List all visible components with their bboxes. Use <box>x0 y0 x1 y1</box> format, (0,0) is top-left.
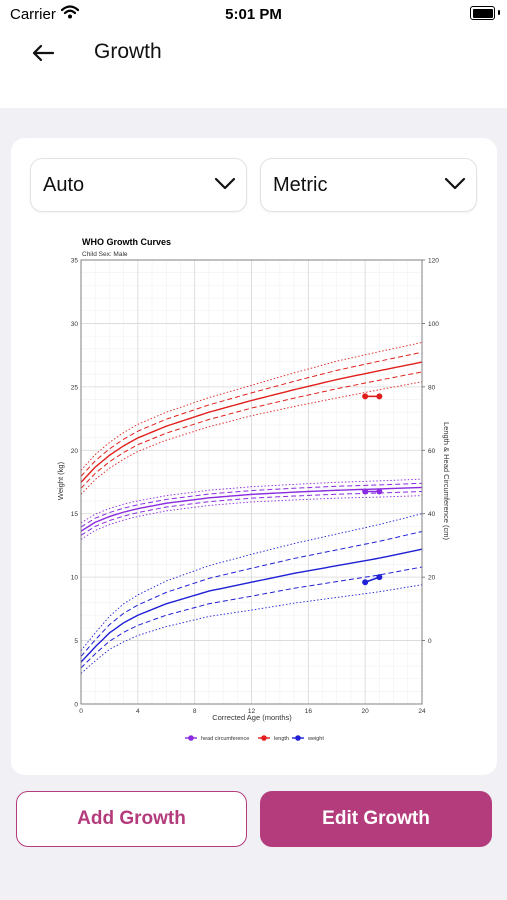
edit-growth-button[interactable]: Edit Growth <box>260 791 492 847</box>
legend-label: head circumference <box>201 736 249 742</box>
weight-reference-curve <box>80 548 423 663</box>
legend-swatch-marker <box>295 735 301 741</box>
length-data-point <box>376 393 383 400</box>
nav-bar: Growth <box>0 30 507 108</box>
chart-mode-select[interactable]: Auto <box>30 158 247 212</box>
y-tick-label: 35 <box>71 258 79 265</box>
clock: 5:01 PM <box>225 6 282 23</box>
length-reference-curve <box>80 342 423 471</box>
y2-axis-label: Length & Head Circumference (cm) <box>442 422 451 540</box>
x-tick-label: 0 <box>79 708 83 715</box>
length-reference-curve <box>80 371 423 489</box>
chart-measurements <box>362 393 383 586</box>
chart-grid <box>80 259 423 705</box>
legend-label: weight <box>307 736 324 742</box>
wifi-icon <box>60 5 80 24</box>
y2-tick-label: 0 <box>428 638 432 645</box>
y-tick-label: 10 <box>71 575 79 582</box>
chart-mode-value: Auto <box>43 174 85 196</box>
battery-icon <box>470 6 495 20</box>
legend-label: length <box>274 736 289 742</box>
head-circumference-reference-curve <box>80 478 423 524</box>
head-circumference-data-point <box>376 488 383 495</box>
head-circumference-reference-curve <box>80 482 423 528</box>
y-axis-label: Weight (kg) <box>56 461 65 500</box>
y-tick-label: 15 <box>71 511 79 518</box>
weight-data-point <box>362 579 369 586</box>
chart-subtitle: Child Sex: Male <box>82 251 128 258</box>
x-tick-label: 12 <box>248 708 256 715</box>
chevron-down-icon <box>444 177 466 190</box>
head-circumference-data-point <box>362 488 369 495</box>
chevron-down-icon <box>214 177 236 190</box>
plot-frame <box>80 259 423 705</box>
head-circumference-reference-curve <box>80 495 423 540</box>
growth-chart: 0 4 8 12 16 20 24 0 5 10 15 20 25 30 35 0 20 40 60 80 100 120… <box>56 237 451 742</box>
length-reference-curve <box>80 361 423 483</box>
y-tick-label: 5 <box>74 638 78 645</box>
y-tick-label: 0 <box>74 702 78 709</box>
y-tick-label: 25 <box>71 384 79 391</box>
back-button[interactable] <box>28 38 58 68</box>
battery-cap <box>498 10 500 15</box>
y2-tick-label: 40 <box>428 511 436 518</box>
x-tick-label: 4 <box>136 708 140 715</box>
legend-swatch-marker <box>261 735 267 741</box>
y2-tick-label: 120 <box>428 258 439 265</box>
legend-swatch-marker <box>188 735 194 741</box>
y2-tick-label: 80 <box>428 384 436 391</box>
x-tick-label: 16 <box>305 708 313 715</box>
length-reference-curve <box>80 351 423 477</box>
weight-reference-curve <box>80 566 423 669</box>
y2-tick-label: 60 <box>428 448 436 455</box>
y-tick-label: 30 <box>71 321 79 328</box>
x-tick-label: 8 <box>193 708 197 715</box>
chart-axes: 0 4 8 12 16 20 24 0 5 10 15 20 25 30 35 0 20 40 60 80 100 120 <box>71 258 439 716</box>
carrier-label: Carrier <box>10 6 56 23</box>
unit-system-value: Metric <box>273 174 328 196</box>
y2-tick-label: 100 <box>428 321 439 328</box>
y-tick-label: 20 <box>71 448 79 455</box>
weight-reference-curve <box>80 530 423 657</box>
page-title: Growth <box>94 40 162 63</box>
chart-title: WHO Growth Curves <box>82 237 171 247</box>
add-growth-button[interactable]: Add Growth <box>16 791 247 847</box>
arrow-left-icon <box>32 44 55 62</box>
x-axis-label: Corrected Age (months) <box>212 713 292 722</box>
length-data-point <box>362 393 369 400</box>
weight-data-point <box>376 574 383 581</box>
x-tick-label: 20 <box>362 708 370 715</box>
weight-reference-curve <box>80 584 423 674</box>
x-tick-label: 24 <box>418 708 426 715</box>
unit-system-select[interactable]: Metric <box>260 158 477 212</box>
y2-tick-label: 20 <box>428 575 436 582</box>
status-bar: Carrier 5:01 PM <box>0 0 507 30</box>
chart-legend: head circumference length weight <box>185 735 324 742</box>
